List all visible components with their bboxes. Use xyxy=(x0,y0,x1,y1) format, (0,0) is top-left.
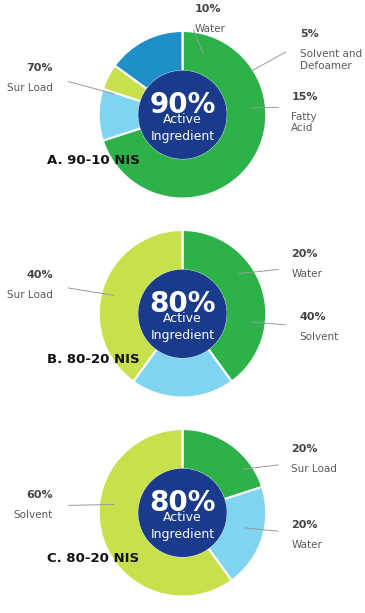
Text: Sur Load: Sur Load xyxy=(7,291,53,300)
Text: Active
Ingredient: Active Ingredient xyxy=(150,113,215,143)
Text: 40%: 40% xyxy=(26,270,53,280)
Wedge shape xyxy=(99,230,182,381)
Text: C. 80-20 NIS: C. 80-20 NIS xyxy=(47,552,139,565)
Text: Fatty
Acid: Fatty Acid xyxy=(291,112,317,134)
Text: 60%: 60% xyxy=(26,490,53,500)
Wedge shape xyxy=(99,429,232,596)
Text: Solvent and
Defoamer: Solvent and Defoamer xyxy=(300,50,362,70)
Wedge shape xyxy=(182,230,266,381)
Text: Water: Water xyxy=(291,269,322,280)
Text: A. 90-10 NIS: A. 90-10 NIS xyxy=(47,154,140,167)
Text: 40%: 40% xyxy=(300,312,326,322)
Text: 15%: 15% xyxy=(291,92,318,102)
Text: 20%: 20% xyxy=(291,249,318,259)
Wedge shape xyxy=(103,66,147,101)
Circle shape xyxy=(139,469,226,557)
Text: Active
Ingredient: Active Ingredient xyxy=(150,511,215,541)
Text: Water: Water xyxy=(291,539,322,550)
Wedge shape xyxy=(115,31,182,89)
Circle shape xyxy=(139,270,226,357)
Text: 70%: 70% xyxy=(26,63,53,73)
Text: 80%: 80% xyxy=(149,489,216,517)
Text: Sur Load: Sur Load xyxy=(291,464,337,474)
Text: 80%: 80% xyxy=(149,290,216,318)
Text: Sur Load: Sur Load xyxy=(7,83,53,93)
Text: 20%: 20% xyxy=(291,520,318,530)
Text: Water: Water xyxy=(195,25,226,34)
Text: Solvent: Solvent xyxy=(14,510,53,520)
Wedge shape xyxy=(133,349,232,397)
Text: 20%: 20% xyxy=(291,444,318,454)
Text: 90%: 90% xyxy=(149,91,216,119)
Text: Active
Ingredient: Active Ingredient xyxy=(150,313,215,342)
Wedge shape xyxy=(182,429,262,500)
Text: 10%: 10% xyxy=(195,4,222,14)
Text: B. 80-20 NIS: B. 80-20 NIS xyxy=(47,353,139,367)
Text: 5%: 5% xyxy=(300,29,319,39)
Wedge shape xyxy=(99,89,141,140)
Circle shape xyxy=(139,71,226,158)
Wedge shape xyxy=(103,31,266,199)
Wedge shape xyxy=(208,487,266,581)
Text: Solvent: Solvent xyxy=(300,332,339,342)
